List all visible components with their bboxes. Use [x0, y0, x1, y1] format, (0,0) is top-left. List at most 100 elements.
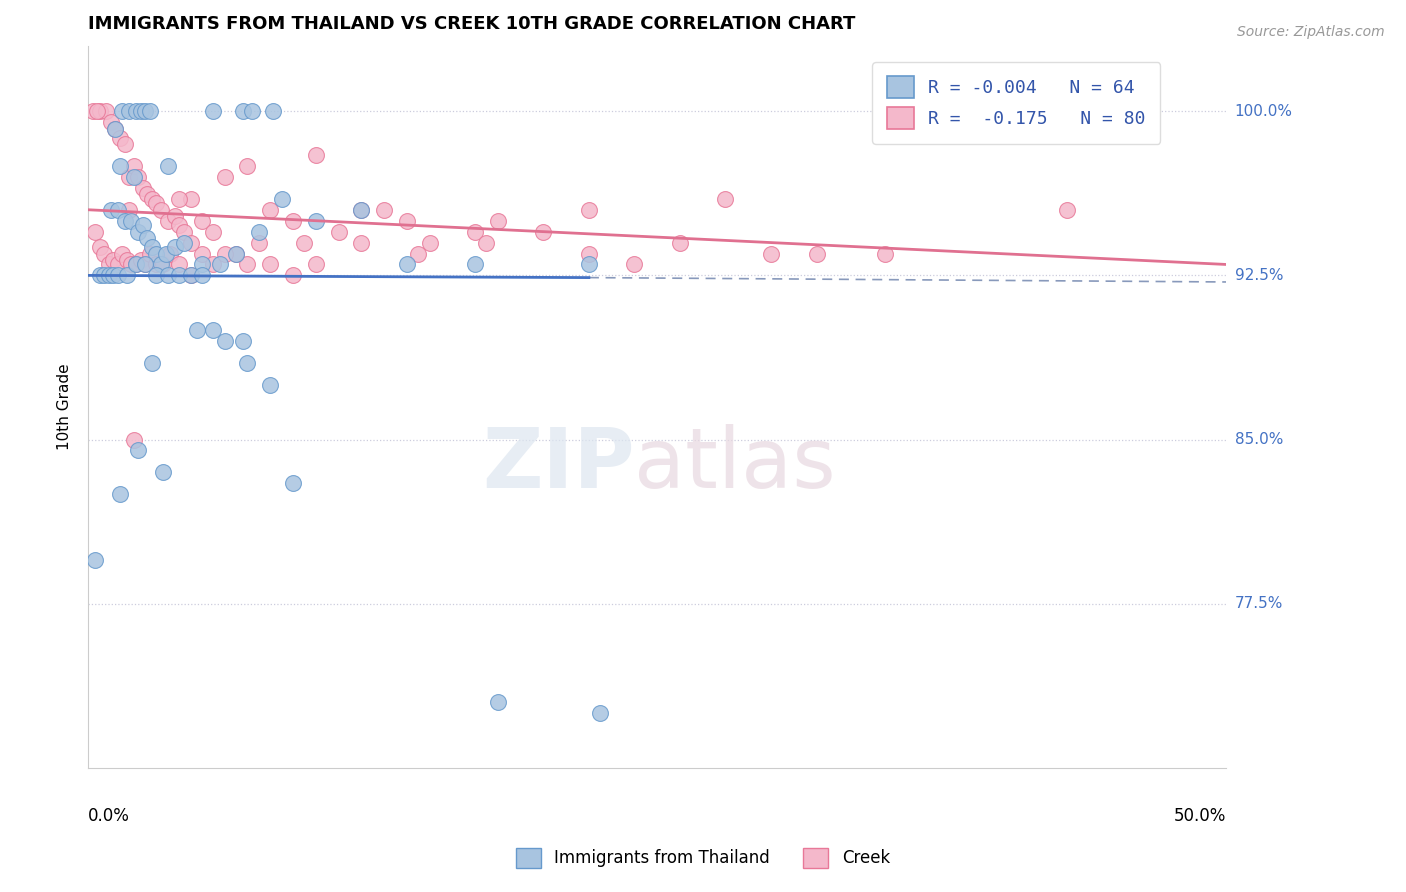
- Point: [156, 159, 179, 173]
- Text: ZIP: ZIP: [482, 424, 634, 505]
- Point: [173, 235, 195, 250]
- Point: [89, 104, 111, 119]
- Point: [127, 169, 149, 184]
- Point: [578, 202, 600, 217]
- Point: [125, 257, 148, 271]
- Point: [419, 235, 441, 250]
- Text: 100.0%: 100.0%: [1234, 103, 1292, 119]
- Point: [103, 253, 125, 268]
- Point: [118, 104, 141, 119]
- Title: IMMIGRANTS FROM THAILAND VS CREEK 10TH GRADE CORRELATION CHART: IMMIGRANTS FROM THAILAND VS CREEK 10TH G…: [89, 15, 855, 33]
- Point: [111, 246, 134, 260]
- Y-axis label: 10th Grade: 10th Grade: [58, 363, 72, 450]
- Legend: R = -0.004   N = 64, R =  -0.175   N = 80: R = -0.004 N = 64, R = -0.175 N = 80: [872, 62, 1160, 144]
- Point: [236, 257, 259, 271]
- Point: [104, 121, 127, 136]
- Point: [108, 130, 131, 145]
- Point: [100, 115, 122, 129]
- Point: [89, 268, 111, 283]
- Point: [141, 192, 163, 206]
- Point: [173, 225, 195, 239]
- Point: [163, 210, 186, 224]
- Point: [93, 268, 115, 283]
- Point: [531, 225, 554, 239]
- Point: [129, 253, 152, 268]
- Point: [122, 433, 145, 447]
- Point: [202, 225, 225, 239]
- Text: 50.0%: 50.0%: [1174, 807, 1226, 825]
- Point: [262, 104, 284, 119]
- Point: [873, 246, 896, 260]
- Point: [373, 202, 395, 217]
- Point: [464, 257, 486, 271]
- Point: [240, 104, 263, 119]
- Point: [159, 246, 181, 260]
- Point: [202, 257, 225, 271]
- Point: [209, 257, 232, 271]
- Point: [180, 268, 202, 283]
- Point: [214, 169, 236, 184]
- Point: [578, 246, 600, 260]
- Point: [156, 213, 179, 227]
- Point: [281, 476, 304, 491]
- Point: [259, 377, 281, 392]
- Point: [214, 334, 236, 348]
- Point: [589, 706, 612, 720]
- Point: [236, 159, 259, 173]
- Point: [475, 235, 498, 250]
- Text: atlas: atlas: [634, 424, 837, 505]
- Point: [138, 104, 160, 119]
- Point: [103, 268, 125, 283]
- Point: [292, 235, 315, 250]
- Point: [395, 257, 418, 271]
- Point: [167, 218, 190, 232]
- Point: [395, 213, 418, 227]
- Point: [114, 137, 136, 152]
- Point: [129, 104, 152, 119]
- Text: 92.5%: 92.5%: [1234, 268, 1284, 283]
- Point: [141, 356, 163, 370]
- Point: [180, 235, 202, 250]
- Point: [93, 246, 115, 260]
- Point: [202, 323, 225, 337]
- Point: [89, 240, 111, 254]
- Point: [623, 257, 645, 271]
- Point: [191, 257, 214, 271]
- Point: [270, 192, 292, 206]
- Point: [214, 246, 236, 260]
- Point: [1056, 202, 1078, 217]
- Point: [108, 487, 131, 501]
- Point: [486, 695, 509, 709]
- Point: [163, 240, 186, 254]
- Point: [155, 246, 177, 260]
- Point: [247, 235, 270, 250]
- Point: [107, 202, 129, 217]
- Point: [578, 257, 600, 271]
- Point: [186, 323, 208, 337]
- Point: [150, 257, 173, 271]
- Point: [281, 268, 304, 283]
- Point: [127, 225, 149, 239]
- Point: [97, 257, 120, 271]
- Point: [350, 235, 373, 250]
- Point: [806, 246, 828, 260]
- Point: [115, 268, 138, 283]
- Point: [122, 159, 145, 173]
- Point: [259, 202, 281, 217]
- Point: [714, 192, 737, 206]
- Point: [104, 121, 127, 136]
- Point: [281, 213, 304, 227]
- Point: [180, 192, 202, 206]
- Point: [232, 104, 254, 119]
- Point: [134, 257, 156, 271]
- Legend: Immigrants from Thailand, Creek: Immigrants from Thailand, Creek: [509, 841, 897, 875]
- Point: [136, 231, 159, 245]
- Point: [84, 553, 107, 567]
- Point: [464, 225, 486, 239]
- Point: [350, 202, 373, 217]
- Point: [145, 196, 167, 211]
- Point: [236, 356, 259, 370]
- Point: [125, 257, 148, 271]
- Point: [156, 268, 179, 283]
- Point: [191, 246, 214, 260]
